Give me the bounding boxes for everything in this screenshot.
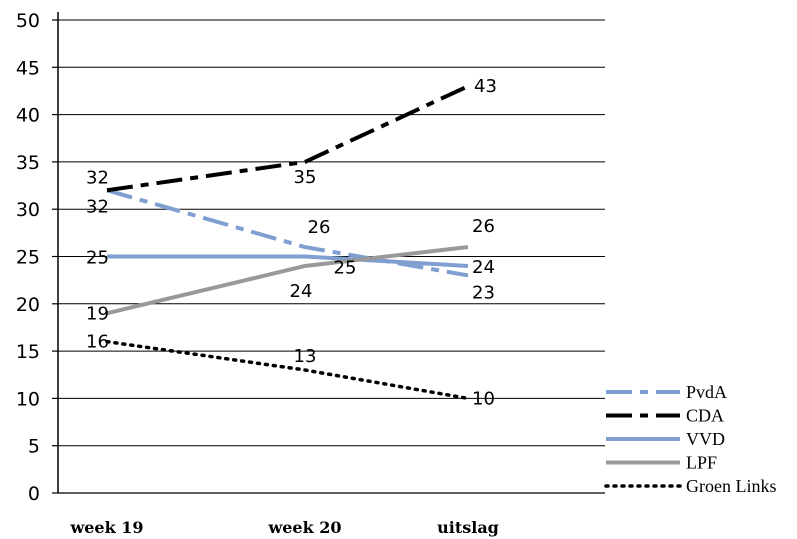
data-label-cda-0: 32	[86, 167, 109, 188]
legend-label-vvd: VVD	[686, 429, 725, 449]
legend-label-pvda: PvdA	[686, 382, 727, 402]
series-line-pvda	[106, 188, 469, 278]
y-tick-label-45: 45	[16, 57, 40, 79]
data-label-groen-links-2: 10	[472, 388, 495, 409]
legend: PvdA CDA VVD LPF Groen Links	[604, 382, 776, 496]
legend-label-lpf: LPF	[686, 453, 717, 473]
y-tick-label-50: 50	[16, 10, 40, 32]
x-category-label-1: week 20	[267, 518, 341, 537]
data-label-vvd-1: 25	[334, 258, 357, 279]
grid-lines	[52, 19, 605, 494]
y-tick-label-35: 35	[16, 152, 40, 174]
y-tick-label-10: 10	[16, 388, 40, 410]
y-tick-label-5: 5	[28, 436, 40, 458]
data-label-cda-2: 43	[474, 76, 497, 97]
data-label-cda-1: 35	[294, 167, 317, 188]
data-label-vvd-2: 24	[472, 257, 495, 278]
series-line-vvd	[107, 254, 469, 268]
data-label-pvda-0: 32	[86, 196, 109, 217]
y-tick-label-15: 15	[16, 341, 40, 363]
data-label-vvd-0: 25	[86, 248, 109, 269]
y-tick-label-40: 40	[16, 105, 40, 127]
series-line-lpf	[106, 245, 469, 316]
series-lines	[105, 84, 470, 401]
data-label-lpf-2: 26	[472, 216, 495, 237]
series-line-groen-links	[105, 339, 470, 401]
axes	[57, 12, 605, 494]
series-line-cda	[106, 84, 469, 193]
y-tick-label-20: 20	[16, 294, 40, 316]
data-label-groen-links-1: 13	[294, 346, 317, 367]
y-tick-labels: 0 5 10 15 20 25 30 35 40 45 50	[16, 10, 40, 505]
data-labels: 32 26 23 32 35 43 25 25 24 19 24 26 16 13 10	[86, 76, 497, 409]
data-label-lpf-0: 19	[86, 303, 109, 324]
y-tick-label-30: 30	[16, 199, 40, 221]
x-category-label-0: week 19	[69, 518, 143, 537]
data-label-pvda-1: 26	[308, 217, 331, 238]
x-category-label-2: uitslag	[437, 518, 499, 537]
data-label-pvda-2: 23	[472, 282, 495, 303]
data-label-lpf-1: 24	[290, 281, 313, 302]
data-label-groen-links-0: 16	[86, 332, 109, 353]
x-category-labels: week 19 week 20 uitslag	[69, 518, 498, 537]
y-tick-label-25: 25	[16, 247, 40, 269]
y-tick-label-0: 0	[28, 483, 40, 505]
legend-label-groen-links: Groen Links	[686, 476, 776, 496]
legend-label-cda: CDA	[686, 406, 724, 426]
